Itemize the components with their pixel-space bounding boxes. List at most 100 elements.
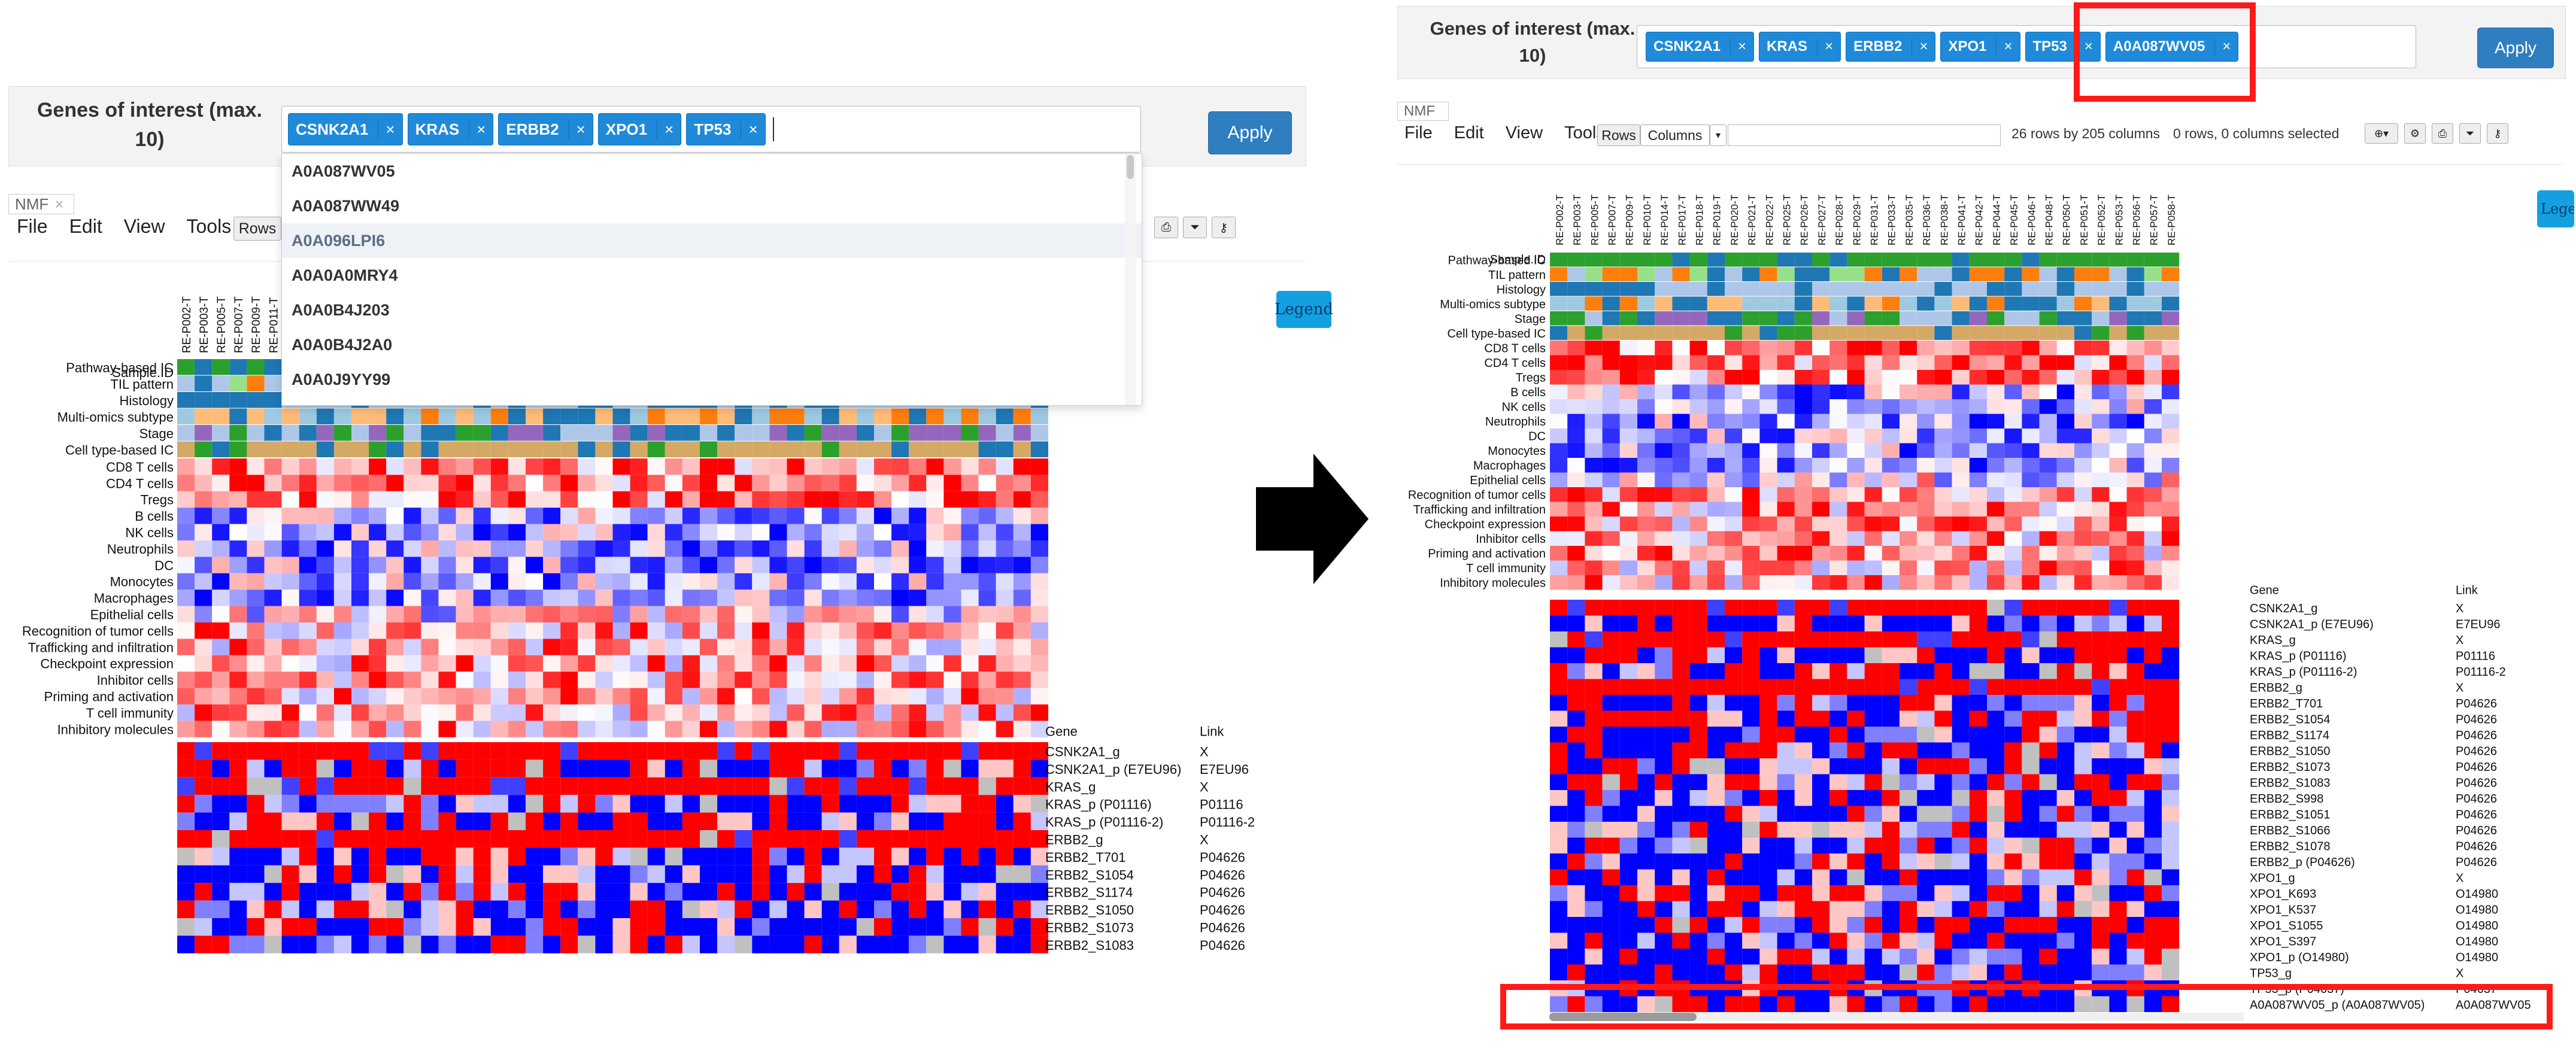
gene-link[interactable]: P04626	[1200, 921, 1245, 935]
gene-link[interactable]: P04626	[2456, 840, 2497, 853]
close-icon[interactable]: ×	[2214, 38, 2231, 55]
columns-button-right[interactable]: Columns	[1640, 124, 1710, 146]
dropdown-option[interactable]: A0A0A0MRY4	[292, 266, 398, 284]
menu-item[interactable]: Edit	[1454, 123, 1484, 142]
dropdown-option[interactable]: A0A0J9YY99	[292, 370, 391, 388]
gene-link[interactable]: P04626	[2456, 745, 2497, 758]
gene-tag[interactable]: A0A087WV05 ×	[2105, 32, 2239, 62]
dropdown-scrollbar[interactable]	[1125, 154, 1136, 405]
close-icon[interactable]: ×	[741, 120, 758, 139]
key-icon[interactable]: ⚷	[1212, 217, 1236, 238]
gene-link[interactable]: O14980	[2456, 904, 2498, 917]
apply-button-right[interactable]: Apply	[2477, 28, 2554, 68]
gene-tag[interactable]: ERBB2 ×	[498, 113, 593, 145]
gene-link[interactable]: P04626	[2456, 809, 2497, 822]
zoom-icon[interactable]: ⊕▾	[2365, 123, 2398, 144]
gene-link[interactable]: X	[2456, 682, 2463, 695]
tab-nmf-left[interactable]: NMF ×	[8, 194, 74, 214]
gene-link[interactable]: P04626	[2456, 792, 2497, 806]
gene-link[interactable]: O14980	[2456, 935, 2498, 949]
gene-tag[interactable]: ERBB2 ×	[1846, 32, 1936, 62]
close-icon[interactable]: ×	[657, 120, 673, 139]
dropdown-option[interactable]: A0A087WV05	[292, 162, 395, 180]
tab-nmf-right[interactable]: NMF	[1397, 102, 1449, 121]
scrollbar-thumb[interactable]	[1549, 1013, 1697, 1021]
genes-tag-input-left[interactable]: CSNK2A1 × KRAS × ERBB2 × XPO1 × TP53 ×	[281, 106, 1141, 153]
close-icon[interactable]: ×	[378, 120, 395, 139]
dropdown-option[interactable]: A0A0B4J2A0	[292, 335, 393, 354]
apply-button-left[interactable]: Apply	[1208, 111, 1292, 154]
menu-item[interactable]: Tools	[186, 215, 232, 237]
gene-link[interactable]: P04626	[1200, 938, 1245, 953]
gene-cell	[1742, 695, 1760, 711]
menu-item[interactable]: View	[123, 215, 165, 237]
close-icon[interactable]: ×	[54, 195, 64, 213]
gene-link[interactable]: X	[2456, 634, 2463, 647]
gene-tag[interactable]: KRAS ×	[1759, 32, 1841, 62]
gene-link[interactable]: P04626	[2456, 713, 2497, 727]
gene-link[interactable]: P04626	[2456, 697, 2497, 710]
rows-button-left[interactable]: Rows	[233, 217, 281, 241]
gene-link[interactable]: P01116	[1200, 797, 1243, 812]
gene-link[interactable]: X	[2456, 602, 2463, 615]
legend-button-left[interactable]: Legend	[1275, 291, 1333, 328]
gene-tag[interactable]: CSNK2A1 ×	[288, 113, 403, 145]
gene-link[interactable]: O14980	[2456, 951, 2498, 964]
close-icon[interactable]: ×	[1911, 38, 1928, 55]
gene-link[interactable]: X	[1200, 745, 1209, 760]
export-icon[interactable]: ⎙	[2432, 123, 2453, 144]
scrollbar-thumb[interactable]	[1127, 155, 1134, 179]
menu-item[interactable]: File	[17, 215, 48, 237]
close-icon[interactable]: ×	[1730, 38, 1746, 55]
gene-tag[interactable]: KRAS ×	[407, 113, 494, 145]
gene-tag[interactable]: XPO1 ×	[1940, 32, 2020, 62]
dropdown-option[interactable]: A0A0B4J203	[292, 300, 390, 319]
gene-link[interactable]: O14980	[2456, 919, 2498, 932]
close-icon[interactable]: ×	[469, 120, 486, 139]
gene-link[interactable]: P04626	[2456, 729, 2497, 742]
gene-link[interactable]: E7EU96	[1200, 762, 1249, 777]
gene-link[interactable]: A0A087WV05	[2456, 999, 2531, 1012]
gene-link[interactable]: E7EU96	[2456, 618, 2501, 631]
rows-button-right[interactable]: Rows	[1597, 124, 1640, 146]
gene-link[interactable]: P04626	[1200, 850, 1245, 865]
close-icon[interactable]: ×	[1817, 38, 1833, 55]
gene-tag[interactable]: TP53 ×	[2025, 32, 2101, 62]
key-icon[interactable]: ⚷	[2487, 123, 2508, 144]
legend-button-right[interactable]: Lege	[2537, 190, 2574, 227]
export-icon[interactable]: ⎙	[1154, 217, 1178, 238]
horizontal-scrollbar[interactable]	[1549, 1013, 2244, 1021]
gene-tag[interactable]: XPO1 ×	[597, 113, 682, 145]
gene-link[interactable]: P01116-2	[2456, 666, 2506, 679]
genes-tag-input-right[interactable]: CSNK2A1 × KRAS × ERBB2 × XPO1 × TP53 × A0A087WV05 ×	[1637, 25, 2416, 68]
gene-cell	[1689, 727, 1707, 743]
menu-item[interactable]: Edit	[69, 215, 102, 237]
dropdown-option[interactable]: A0A087WW49	[292, 196, 400, 215]
gene-tag[interactable]: TP53 ×	[686, 113, 766, 145]
search-input[interactable]	[1728, 124, 2001, 146]
gene-link[interactable]: P04626	[2456, 856, 2497, 869]
gear-icon[interactable]: ⚙	[2404, 123, 2426, 144]
gene-link[interactable]: O14980	[2456, 888, 2498, 901]
close-icon[interactable]: ×	[568, 120, 585, 139]
menu-item[interactable]: View	[1505, 123, 1543, 142]
chevron-down-icon[interactable]: ▾	[1710, 124, 1727, 146]
gene-link[interactable]: P04626	[1200, 885, 1245, 900]
gene-link[interactable]: P01116	[2456, 650, 2495, 663]
close-icon[interactable]: ×	[1996, 38, 2013, 55]
filter-icon[interactable]: ⏷	[1183, 217, 1207, 238]
gene-tag[interactable]: CSNK2A1 ×	[1646, 32, 1755, 62]
gene-link[interactable]: X	[1200, 779, 1209, 794]
gene-link[interactable]: P04626	[1200, 867, 1245, 882]
gene-link[interactable]: P04626	[2456, 761, 2497, 774]
gene-link[interactable]: P04626	[2456, 824, 2497, 837]
gene-link[interactable]: P04626	[1200, 903, 1245, 918]
filter-icon[interactable]: ⏷	[2459, 123, 2481, 144]
gene-link[interactable]: X	[1200, 833, 1209, 847]
menu-item[interactable]: File	[1404, 123, 1433, 142]
gene-link[interactable]: P04626	[2456, 777, 2497, 790]
dropdown-option[interactable]: A0A096LPI6	[282, 223, 1142, 258]
gene-link[interactable]: P01116-2	[1200, 815, 1255, 830]
gene-link[interactable]: X	[2456, 967, 2463, 980]
gene-link[interactable]: X	[2456, 872, 2463, 885]
